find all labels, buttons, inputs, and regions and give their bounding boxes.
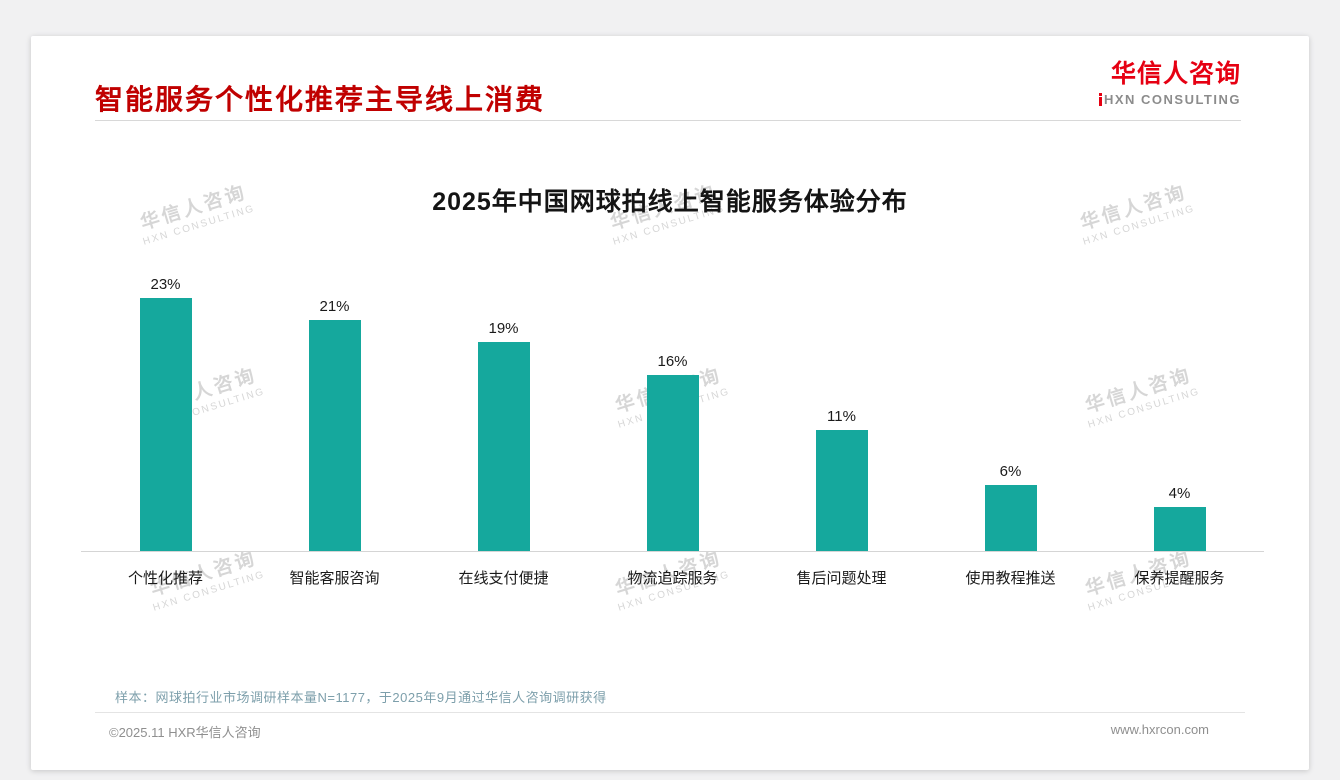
page-title: 智能服务个性化推荐主导线上消费	[95, 84, 546, 115]
bar-group: 23%	[81, 261, 250, 551]
bar-value-label: 11%	[827, 408, 856, 425]
category-label: 物流追踪服务	[627, 570, 718, 587]
brand-logo-en-text: HXN CONSULTING	[1103, 91, 1241, 107]
footer: ©2025.11 HXR华信人咨询 www.hxrcon.com	[109, 722, 1209, 741]
sample-footnote: 样本：网球拍行业市场调研样本量N=1177，于2025年9月通过华信人咨询调研获…	[115, 690, 607, 705]
bar-value-label: 19%	[488, 320, 519, 337]
logo-accent-icon	[1098, 92, 1102, 106]
plot-area: 23% 21% 19% 16% 11% 6% 4%	[81, 261, 1264, 552]
footer-divider	[95, 712, 1245, 713]
bar-group: 4%	[1095, 261, 1264, 551]
bar-value-label: 23%	[150, 276, 181, 293]
category-label: 保养提醒服务	[1134, 570, 1225, 587]
report-content: 智能服务个性化推荐主导线上消费 华信人咨询 HXN CONSULTING 202…	[31, 36, 1309, 770]
bar-value-label: 6%	[999, 463, 1022, 480]
bar	[646, 375, 699, 551]
bar	[477, 342, 530, 551]
footer-copyright: ©2025.11 HXR华信人咨询	[109, 725, 261, 740]
bar-value-label: 21%	[319, 298, 350, 315]
bar	[1153, 507, 1206, 551]
report-card: 华信人咨询 HXN CONSULTING 华信人咨询 HXN CONSULTING 华信…	[31, 36, 1309, 770]
bar	[815, 430, 868, 551]
bar-group: 19%	[419, 261, 588, 551]
header-divider	[95, 120, 1241, 121]
chart-title: 2025年中国网球拍线上智能服务体验分布	[432, 188, 908, 216]
category-label: 售后问题处理	[796, 570, 887, 587]
bar-value-label: 16%	[657, 353, 688, 370]
bar-group: 21%	[250, 261, 419, 551]
bar-value-label: 4%	[1168, 485, 1191, 502]
bar	[308, 320, 361, 551]
category-axis: 个性化推荐 智能客服咨询 在线支付便捷 物流追踪服务 售后问题处理 使用教程推送 保养提醒服…	[81, 552, 1264, 588]
bar	[984, 485, 1037, 551]
bar-group: 6%	[926, 261, 1095, 551]
brand-logo-cn: 华信人咨询	[1110, 60, 1241, 88]
bar	[139, 298, 192, 551]
brand-logo-en: HXN CONSULTING	[1098, 91, 1241, 107]
bar-group: 11%	[757, 261, 926, 551]
footer-website: www.hxrcon.com	[1110, 722, 1209, 737]
category-label: 智能客服咨询	[289, 570, 380, 587]
category-label: 使用教程推送	[965, 570, 1056, 587]
category-label: 个性化推荐	[127, 570, 203, 587]
bar-group: 16%	[588, 261, 757, 551]
category-label: 在线支付便捷	[458, 570, 549, 587]
brand-logo: 华信人咨询 HXN CONSULTING	[1098, 60, 1241, 107]
